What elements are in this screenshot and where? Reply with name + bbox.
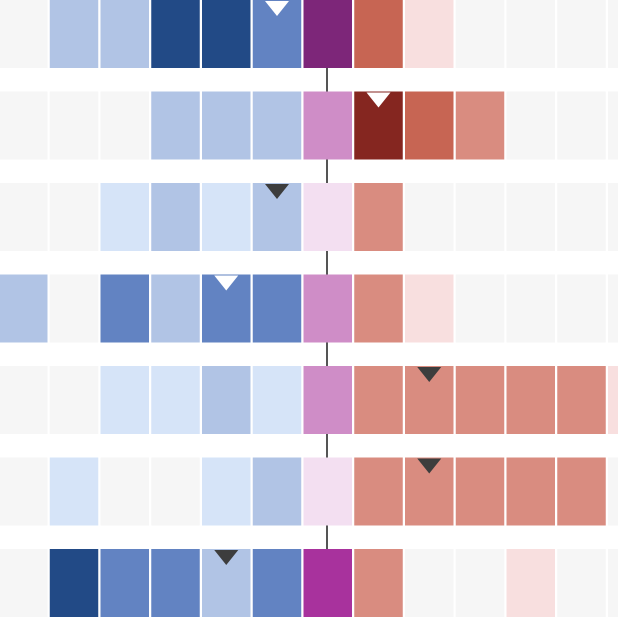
heatmap-cell — [608, 274, 618, 343]
heatmap-cell — [202, 457, 251, 526]
heatmap-cell — [608, 91, 618, 160]
heatmap-row — [0, 366, 618, 434]
heatmap-row — [0, 0, 618, 68]
heatmap-cell — [557, 549, 606, 617]
heatmap-cell — [608, 457, 618, 526]
heatmap-cell — [455, 274, 505, 343]
heatmap-cell — [0, 183, 48, 251]
heatmap-cell — [100, 366, 149, 434]
heatmap-cell — [151, 274, 200, 343]
heatmap-cell — [455, 183, 505, 251]
heatmap-cell — [506, 0, 555, 68]
heatmap-cell — [202, 0, 251, 68]
heatmap-cell — [0, 457, 48, 526]
heatmap-row — [0, 183, 618, 251]
heatmap-cell — [506, 91, 555, 160]
heatmap-cell — [151, 366, 200, 434]
heatmap-cell — [354, 457, 403, 526]
heatmap-cell — [405, 274, 454, 343]
heatmap-cell — [557, 91, 606, 160]
heatmap-row — [0, 91, 618, 160]
heatmap-cell — [303, 274, 352, 343]
heatmap-cell — [455, 366, 505, 434]
heatmap-cell — [354, 549, 403, 617]
heatmap-cell — [354, 0, 403, 68]
heatmap-cell — [252, 274, 302, 343]
heatmap-cell — [608, 183, 618, 251]
heatmap-cell — [506, 366, 555, 434]
heatmap-cell — [557, 183, 606, 251]
heatmap-cell — [151, 549, 200, 617]
heatmap-cell — [100, 183, 149, 251]
position-marker — [265, 1, 289, 16]
heatmap-cell — [252, 457, 302, 526]
heatmap-cell — [405, 183, 454, 251]
heatmap-cell — [303, 91, 352, 160]
heatmap-cell — [608, 0, 618, 68]
heatmap-cell — [0, 91, 48, 160]
heatmap-cell — [100, 457, 149, 526]
heatmap-cell — [303, 183, 352, 251]
heatmap-cell — [405, 91, 454, 160]
heatmap-cell — [0, 549, 48, 617]
heatmap-cell — [557, 0, 606, 68]
heatmap-cell — [252, 366, 302, 434]
heatmap-cell — [455, 0, 505, 68]
heatmap-cell — [354, 366, 403, 434]
heatmap-cell — [202, 183, 251, 251]
heatmap-cell — [100, 0, 149, 68]
position-marker — [366, 92, 391, 108]
position-marker — [214, 550, 239, 565]
heatmap-cell — [557, 274, 606, 343]
heatmap-cell — [49, 549, 99, 617]
heatmap-cell — [557, 457, 606, 526]
position-marker — [214, 275, 239, 291]
heatmap-cell — [0, 0, 48, 68]
heatmap-cell — [455, 91, 505, 160]
heatmap-cell — [303, 457, 352, 526]
heatmap-cell — [405, 0, 454, 68]
heatmap-cell — [303, 549, 352, 617]
heatmap-cell — [303, 0, 352, 68]
heatmap-cell — [100, 549, 149, 617]
heatmap-cell — [608, 366, 618, 434]
heatmap-cell — [0, 366, 48, 434]
heatmap-cell — [151, 91, 200, 160]
heatmap-cell — [354, 183, 403, 251]
heatmap-cell — [506, 183, 555, 251]
heatmap-cell — [405, 549, 454, 617]
heatmap-cell — [354, 274, 403, 343]
heatmap-row — [0, 274, 618, 343]
heatmap-cell — [0, 274, 48, 343]
heatmap-cell — [252, 91, 302, 160]
heatmap-cell — [151, 457, 200, 526]
heatmap-cell — [202, 366, 251, 434]
heatmap-cell — [252, 549, 302, 617]
heatmap-cell — [455, 549, 505, 617]
heatmap-cell — [49, 274, 99, 343]
heatmap-cell — [455, 457, 505, 526]
heatmap-cell — [506, 549, 555, 617]
heatmap-cell — [151, 0, 200, 68]
heatmap-cell — [151, 183, 200, 251]
heatmap-cell — [506, 457, 555, 526]
heatmap-cell — [557, 366, 606, 434]
heatmap-cell — [303, 366, 352, 434]
heatmap-cell — [49, 91, 99, 160]
heatmap-cell — [49, 366, 99, 434]
heatmap-cell — [49, 0, 99, 68]
position-marker — [417, 367, 442, 382]
heatmap-cell — [100, 274, 149, 343]
heatmap-cell — [100, 91, 149, 160]
heatmap-cell — [49, 183, 99, 251]
position-marker — [417, 458, 442, 474]
heatmap-cell — [608, 549, 618, 617]
heatmap-cell — [202, 91, 251, 160]
heatmap-row — [0, 549, 618, 617]
heatmap-cell — [506, 274, 555, 343]
heatmap-row — [0, 457, 618, 526]
heatmap-cell — [49, 457, 99, 526]
position-marker — [265, 184, 289, 199]
